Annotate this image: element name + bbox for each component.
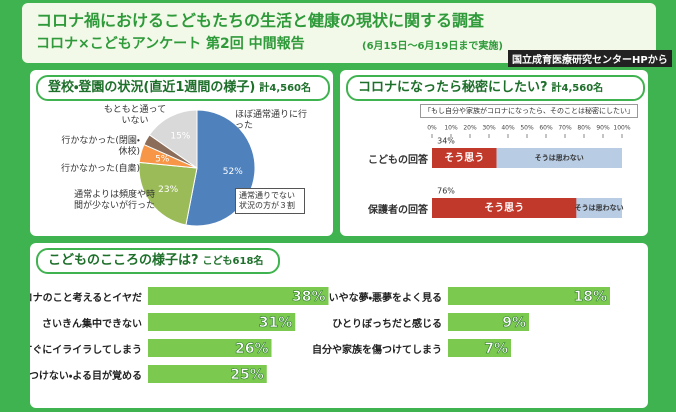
value-label: 26%: [235, 341, 269, 357]
tick-label: 40%: [501, 125, 515, 132]
category-label: さいきん集中できない: [42, 319, 142, 330]
value-label: 7%: [484, 341, 508, 357]
source: 国立成育医療研究センターHPから: [508, 50, 672, 67]
title-count: こども618名: [202, 256, 264, 267]
category-label: コロナのこと考えるとイヤだ: [30, 293, 142, 304]
segment-label: そうは思わない: [535, 153, 584, 162]
bar: [448, 313, 529, 331]
bar: [448, 287, 610, 305]
bar: [148, 287, 329, 305]
category-label: 行かなかった(閉園・休校): [61, 136, 140, 157]
title-text: こどものこころの様子は?: [48, 253, 199, 268]
pie-slice: [148, 109, 198, 169]
category-label: 保護者の回答: [368, 205, 428, 216]
category-label: すぐにイライラしてしまう: [30, 345, 142, 356]
tick-label: 0%: [427, 125, 437, 132]
bars: 38% 31% 26% 25%: [148, 287, 329, 383]
tick-label: 30%: [482, 125, 496, 132]
category-label: ひとりぼっちだと感じる: [332, 319, 442, 330]
tick-label: 10%: [444, 125, 458, 132]
panel-title: こどものこころの様子は? こども618名: [36, 248, 280, 274]
bar-segment: [432, 198, 577, 218]
bars: 18% 9% 7%: [448, 287, 610, 357]
title-text: 登校・登園の状況(直近1週間の様子): [48, 80, 256, 95]
bar: [148, 339, 272, 357]
pie-slice: [138, 161, 198, 226]
subtitle: コロナ×こどもアンケート 第2回 中間報告: [36, 36, 305, 52]
segment-label: そうは思わない: [575, 203, 624, 212]
category-label: 行かなかった(自粛): [60, 164, 140, 174]
category-label: もともと通っていない: [103, 105, 167, 126]
tick-label: 60%: [539, 125, 553, 132]
value-label: 76%: [437, 187, 455, 196]
bar: [148, 313, 296, 331]
header: コロナ禍におけるこどもたちの生活と健康の現状に関する調査 コロナ×こどもアンケー…: [22, 3, 656, 63]
category-label: いやな夢・悪夢をよく見る: [328, 293, 442, 304]
slice-label: 15%: [170, 132, 190, 142]
tick-label: 50%: [520, 125, 534, 132]
category-label: 自分や家族を傷つけてしまう: [312, 345, 442, 356]
period: (6月15日～6月19日まで実施): [362, 41, 503, 52]
stacked-bars: 0% 10% 20% 30% 40% 50% 60% 70% 80% 90% 100% そう思う 34%…: [427, 125, 631, 218]
value-label: 25%: [230, 367, 264, 383]
value-label: 38%: [292, 289, 326, 305]
slice-label: 5%: [155, 154, 170, 164]
category-label: 通常よりは頻度や時間が少ないが行った: [73, 190, 155, 211]
title: コロナ禍におけるこどもたちの生活と健康の現状に関する調査: [36, 11, 485, 30]
question: 「もし自分や家族がコロナになったら、そのことは秘密にしたい」: [420, 104, 638, 118]
pie-panel: 登校・登園の状況(直近1週間の様子) 計4,560名 52% 23% 5% 15% ほぼ通常…: [30, 70, 333, 236]
tick-label: 80%: [577, 125, 591, 132]
value-label: 18%: [573, 289, 607, 305]
mind-panel: こどものこころの様子は?こども618名 38% 31% 26% 25% コロナのこと考える…: [30, 243, 648, 408]
panel-title: 登校・登園の状況(直近1週間の様子) 計4,560名: [36, 75, 330, 101]
value-label: 34%: [437, 137, 455, 146]
secret-panel: コロナになったら秘密にしたい? 計4,560名「もし自分や家族がコロナになったら、…: [340, 70, 648, 236]
bar: [448, 339, 511, 357]
annotation: 通常通りでない状況の方が３割: [235, 188, 305, 214]
category-label: ほぼ通常通りに行った: [235, 110, 308, 131]
panel-title: コロナになったら秘密にしたい? 計4,560名: [346, 75, 645, 101]
value-label: 9%: [502, 315, 526, 331]
tick-label: 70%: [558, 125, 572, 132]
slice-label: 52%: [223, 167, 243, 177]
tick-label: 90%: [596, 125, 610, 132]
segment-label: そう思う: [484, 202, 524, 214]
bar-segment: [496, 148, 622, 168]
value-label: 31%: [259, 315, 293, 331]
title-count: 計4,560名: [259, 83, 311, 94]
bar-segment: [576, 198, 622, 218]
category-label: こどもの回答: [368, 155, 428, 166]
slice-label: 23%: [158, 185, 178, 195]
bar-segment: [432, 148, 497, 168]
tick-label: 20%: [463, 125, 477, 132]
title-count: 計4,560名: [551, 83, 604, 94]
bar: [148, 365, 267, 383]
category-label: 寝つけない・よる目が覚める: [30, 371, 142, 382]
tick-label: 100%: [613, 125, 630, 132]
title-text: コロナになったら秘密にしたい?: [358, 80, 548, 95]
segment-label: そう思う: [444, 152, 484, 164]
